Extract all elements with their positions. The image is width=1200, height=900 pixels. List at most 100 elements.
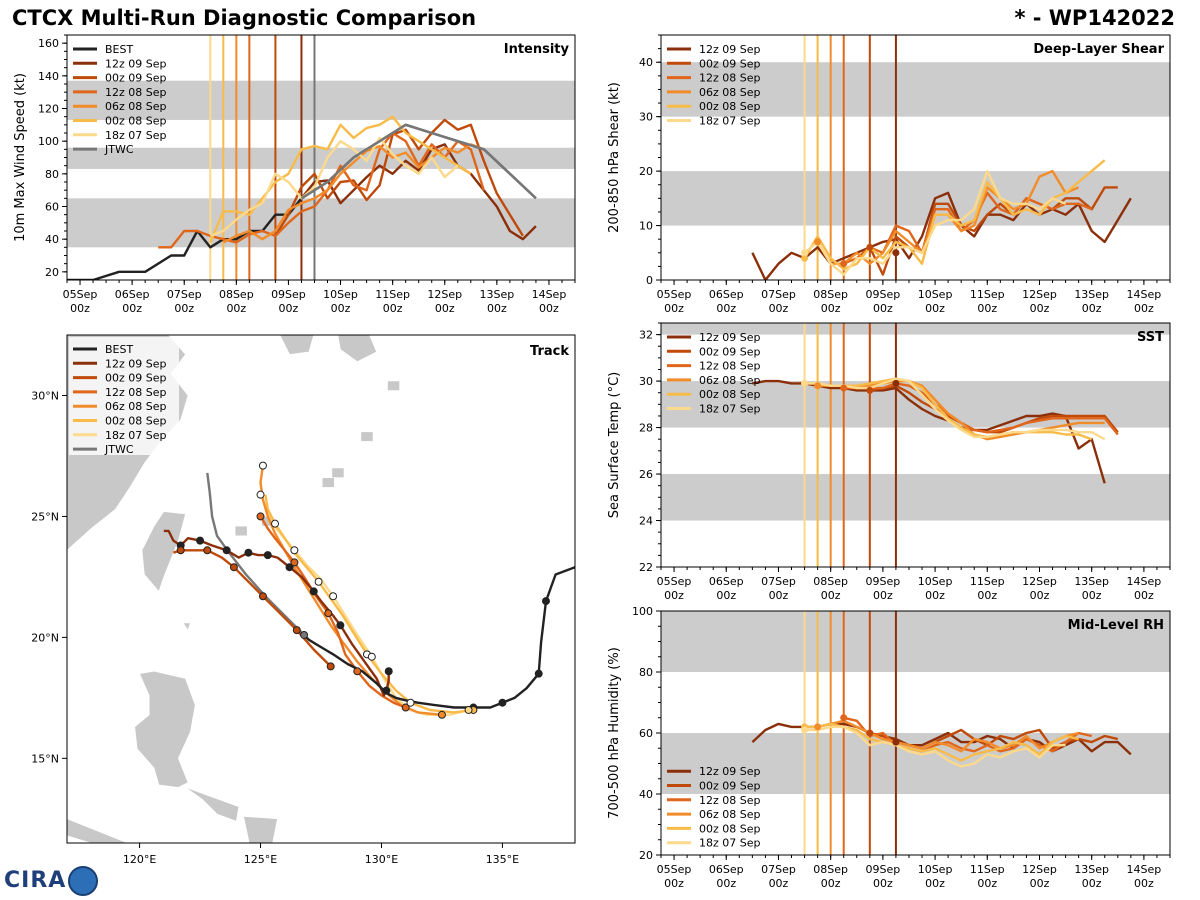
globe-icon <box>68 866 99 896</box>
intensity-ytick-label: 140 <box>38 70 59 83</box>
rh-init-marker-12z-09-sep <box>892 738 900 746</box>
track-point-06z-08-sep <box>256 490 265 499</box>
track-line-12z-09-sep <box>163 529 390 697</box>
rh-xtick-label: 00z <box>873 877 893 890</box>
track-point-12z-08-sep <box>290 558 299 567</box>
rh-init-marker-06z-08-sep <box>814 723 822 731</box>
intensity-xtick-label: 00z <box>487 302 507 315</box>
sst-legend-label-00z-09-sep: 00z 09 Sep <box>699 345 761 358</box>
rh-init-marker-00z-09-sep <box>866 729 874 737</box>
intensity-xtick-label: 00z <box>435 302 455 315</box>
rh-xtick-label: 08Sep <box>813 863 848 876</box>
intensity-xtick-label: 00z <box>70 302 90 315</box>
sst-frame <box>660 322 1171 568</box>
rh-init-marker-18z-07-sep <box>801 726 809 734</box>
rh-legend-label-00z-09-sep: 00z 09 Sep <box>699 780 761 793</box>
storm-id: * - WP142022 <box>1014 6 1175 30</box>
rh-xtick-label: 00z <box>716 877 736 890</box>
intensity-ytick-label: 160 <box>38 37 59 50</box>
track-point-06z-08-sep <box>258 461 267 470</box>
track-point-00z-08-sep <box>271 519 280 528</box>
cira-logo: CIRA <box>4 866 99 896</box>
shear-xtick-label: 10Sep <box>918 288 953 301</box>
track-ytick-label: 25°N <box>31 510 59 523</box>
track-point-06z-08-sep <box>437 710 446 719</box>
shear-ytick-label: 10 <box>639 220 653 233</box>
rh-ytick-label: 100 <box>632 605 653 618</box>
rh-band-0 <box>661 733 1170 794</box>
intensity-series-00z-08-sep <box>209 115 472 243</box>
sst-ytick-label: 22 <box>639 561 653 574</box>
track-ytick-label: 30°N <box>31 389 59 402</box>
track-point-12z-08-sep <box>401 703 410 712</box>
logo-text: CIRA <box>4 868 67 893</box>
track-legend-label-12z-09-sep: 12z 09 Sep <box>105 357 167 370</box>
track-point-best <box>534 669 543 678</box>
shear-legend-label-12z-09-sep: 12z 09 Sep <box>699 43 761 56</box>
shear-xtick-label: 06Sep <box>709 288 744 301</box>
shear-init-marker-12z-09-sep <box>892 249 900 257</box>
intensity-ytick-label: 80 <box>45 168 59 181</box>
sst-xtick-label: 00z <box>873 589 893 602</box>
track-point-18z-07-sep <box>329 592 338 601</box>
shear-panel: 01020304005Sep00z06Sep00z07Sep00z08Sep00… <box>607 34 1171 315</box>
shear-legend-label-06z-08-sep: 06z 08 Sep <box>699 86 761 99</box>
sst-panel: 22242628303205Sep00z06Sep00z07Sep00z08Se… <box>607 322 1171 602</box>
sst-plot-area <box>661 323 1170 567</box>
track-legend-label-jtwc: JTWC <box>104 443 134 456</box>
track-ytick-label: 20°N <box>31 631 59 644</box>
shear-legend-label-00z-09-sep: 00z 09 Sep <box>699 57 761 70</box>
palawan <box>67 818 128 843</box>
intensity-legend-label-18z-07-sep: 18z 07 Sep <box>105 129 167 142</box>
rh-xtick-label: 10Sep <box>918 863 953 876</box>
samar <box>243 816 278 843</box>
shear-init-marker-12z-08-sep <box>840 260 848 268</box>
sst-band-2 <box>661 323 1170 335</box>
sst-xtick-label: 08Sep <box>813 575 848 588</box>
sst-xtick-label: 14Sep <box>1127 575 1162 588</box>
rh-panel-title: Mid-Level RH <box>1068 618 1164 633</box>
rh-legend-label-12z-08-sep: 12z 08 Sep <box>699 794 761 807</box>
intensity-panel: 2040608010012014016005Sep00z06Sep00z07Se… <box>13 34 576 315</box>
sst-init-marker-12z-08-sep <box>840 384 848 392</box>
rh-init-marker-12z-08-sep <box>840 714 848 722</box>
rh-legend-label-12z-09-sep: 12z 09 Sep <box>699 765 761 778</box>
rh-xtick-label: 00z <box>925 877 945 890</box>
intensity-ytick-label: 40 <box>45 233 59 246</box>
batanes <box>182 622 191 631</box>
sst-ytick-label: 24 <box>639 515 653 528</box>
track-point-12z-09-sep <box>196 536 205 545</box>
bicol <box>185 787 240 822</box>
intensity-xtick-label: 05Sep <box>63 288 98 301</box>
track-line-best <box>303 566 575 709</box>
shear-xtick-label: 00z <box>664 302 684 315</box>
shear-xtick-label: 00z <box>1134 302 1154 315</box>
intensity-ytick-label: 120 <box>38 103 59 116</box>
shear-xtick-label: 00z <box>1030 302 1050 315</box>
shear-legend-label-18z-07-sep: 18z 07 Sep <box>699 115 761 128</box>
sst-xtick-label: 10Sep <box>918 575 953 588</box>
rh-xtick-label: 00z <box>1030 877 1050 890</box>
track-point-00z-09-sep <box>229 563 238 572</box>
intensity-legend-label-12z-08-sep: 12z 08 Sep <box>105 86 167 99</box>
intensity-xtick-label: 00z <box>539 302 559 315</box>
track-frame <box>66 334 576 844</box>
track-point-00z-09-sep <box>258 592 267 601</box>
intensity-xtick-label: 00z <box>383 302 403 315</box>
sst-ytick-label: 32 <box>639 329 653 342</box>
intensity-xtick-label: 11Sep <box>375 288 410 301</box>
track-panel-title: Track <box>530 344 569 359</box>
intensity-legend-label-jtwc: JTWC <box>104 143 134 156</box>
sst-xtick-label: 00z <box>821 589 841 602</box>
rh-series-12z-08-sep <box>843 716 1092 753</box>
track-point-12z-09-sep <box>263 551 272 560</box>
track-point-00z-08-sep <box>314 577 323 586</box>
sst-xtick-label: 00z <box>977 589 997 602</box>
rh-xtick-label: 00z <box>821 877 841 890</box>
shear-ytick-label: 40 <box>639 56 653 69</box>
shear-ytick-label: 20 <box>639 165 653 178</box>
figure-title: CTCX Multi-Run Diagnostic Comparison <box>12 6 477 30</box>
